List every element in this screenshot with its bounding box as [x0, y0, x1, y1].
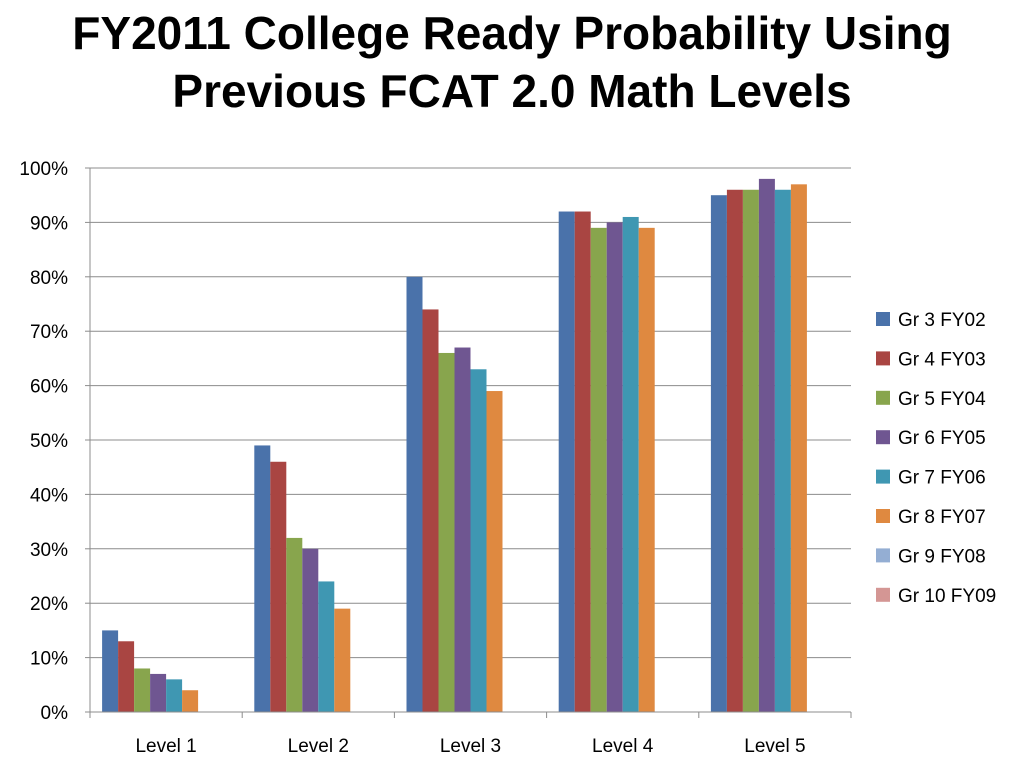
bar: [406, 276, 423, 712]
bar: [486, 391, 503, 712]
legend-swatch: [876, 351, 890, 366]
bar: [286, 537, 303, 712]
chart-title: FY2011 College Ready Probability Using P…: [0, 0, 1024, 120]
legend-swatch: [876, 312, 890, 326]
x-tick-label: Level 4: [592, 736, 654, 757]
bar: [790, 184, 807, 712]
x-tick-label: Level 5: [744, 736, 805, 757]
bar: [710, 195, 727, 712]
bar: [118, 641, 135, 712]
bar: [254, 445, 271, 712]
chart-title-line-1: FY2011 College Ready Probability Using: [72, 7, 952, 59]
y-tick-label: 100%: [19, 159, 68, 180]
bar: [438, 352, 455, 712]
bar: [726, 189, 743, 712]
bar: [758, 178, 775, 712]
legend-label: Gr 3 FY02: [898, 310, 986, 331]
x-tick-label: Level 1: [135, 736, 196, 757]
bar: [606, 222, 623, 712]
y-tick-label: 70%: [30, 322, 68, 343]
x-tick-label: Level 3: [440, 736, 501, 757]
y-tick-label: 60%: [30, 377, 68, 398]
bar: [574, 211, 591, 712]
legend-label: Gr 10 FY09: [898, 586, 996, 607]
bar: [454, 347, 471, 712]
axes: 0% 10% 20% 30% 40% 50% 60% 70% 80% 90% 100% Level 1…: [19, 159, 852, 757]
legend-swatch: [876, 548, 890, 563]
legend-label: Gr 5 FY04: [898, 389, 986, 410]
bar: [270, 461, 287, 712]
y-tick-label: 30%: [30, 540, 68, 561]
bar: [134, 668, 151, 712]
legend-label: Gr 7 FY06: [898, 468, 986, 489]
y-tick-label: 80%: [30, 268, 68, 289]
legend-label: Gr 8 FY07: [898, 507, 986, 528]
legend-label: Gr 9 FY08: [898, 546, 986, 567]
chart-title-line-2: Previous FCAT 2.0 Math Levels: [172, 65, 852, 117]
bar: [470, 369, 487, 712]
bar: [774, 189, 791, 712]
x-tick-label: Level 2: [288, 736, 349, 757]
y-tick-label: 20%: [30, 594, 68, 615]
bar: [638, 227, 655, 712]
bar: [318, 581, 335, 712]
bar: [166, 679, 183, 712]
y-tick-label: 40%: [30, 485, 68, 506]
bars: [102, 178, 807, 712]
bar: [302, 548, 319, 712]
bar: [102, 630, 119, 712]
legend-swatch: [876, 587, 890, 602]
y-tick-label: 50%: [30, 431, 68, 452]
bar: [622, 216, 639, 712]
legend-label: Gr 6 FY05: [898, 428, 986, 449]
legend-swatch: [876, 430, 890, 445]
bar: [182, 690, 199, 712]
legend-swatch: [876, 390, 890, 405]
legend-swatch: [876, 469, 890, 484]
y-tick-label: 0%: [41, 703, 69, 724]
bar: [742, 189, 759, 712]
bar: [150, 673, 167, 712]
bar: [590, 227, 607, 712]
y-tick-label: 10%: [30, 649, 68, 670]
legend-label: Gr 4 FY03: [898, 349, 986, 370]
bar: [422, 309, 439, 712]
bar: [334, 608, 351, 712]
y-tick-label: 90%: [30, 213, 68, 234]
legend-swatch: [876, 509, 890, 523]
legend: Gr 3 FY02 Gr 4 FY03 Gr 5 FY04 Gr 6 FY05 Gr 7…: [876, 310, 996, 607]
bar: [558, 211, 575, 712]
